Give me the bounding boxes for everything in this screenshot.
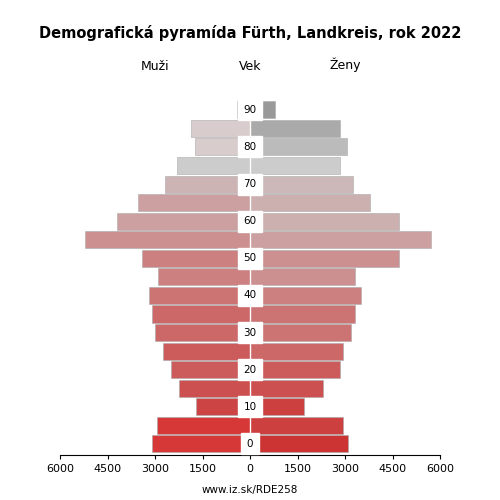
Text: 80: 80: [244, 142, 256, 152]
Bar: [117, 212, 250, 230]
Bar: [152, 436, 250, 452]
Bar: [250, 398, 304, 415]
Bar: [138, 194, 250, 211]
Bar: [163, 342, 250, 359]
Bar: [250, 306, 354, 322]
Bar: [250, 268, 354, 285]
Bar: [164, 176, 250, 192]
Bar: [177, 157, 250, 174]
Bar: [155, 324, 250, 341]
Text: www.iz.sk/RDE258: www.iz.sk/RDE258: [202, 485, 298, 495]
Text: 20: 20: [244, 364, 256, 374]
Text: 90: 90: [244, 105, 256, 115]
Bar: [148, 287, 250, 304]
Bar: [250, 231, 430, 248]
Bar: [236, 102, 250, 118]
Bar: [250, 417, 344, 434]
Text: 60: 60: [244, 216, 256, 226]
Text: Demografická pyramída Fürth, Landkreis, rok 2022: Demografická pyramída Fürth, Landkreis, …: [39, 25, 461, 41]
Bar: [250, 102, 276, 118]
Bar: [152, 306, 250, 322]
Text: 10: 10: [244, 402, 256, 412]
Text: Vek: Vek: [239, 60, 261, 72]
Bar: [250, 361, 340, 378]
Bar: [250, 120, 340, 137]
Bar: [250, 436, 348, 452]
Bar: [171, 361, 250, 378]
Text: Ženy: Ženy: [329, 58, 361, 72]
Bar: [250, 176, 353, 192]
Bar: [158, 268, 250, 285]
Bar: [250, 250, 399, 267]
Bar: [250, 342, 344, 359]
Bar: [250, 157, 340, 174]
Text: 50: 50: [244, 254, 256, 264]
Bar: [192, 120, 250, 137]
Text: 40: 40: [244, 290, 256, 300]
Text: 0: 0: [247, 439, 254, 449]
Text: 70: 70: [244, 179, 256, 189]
Bar: [250, 380, 323, 396]
Bar: [250, 287, 361, 304]
Bar: [250, 138, 346, 156]
Text: 30: 30: [244, 328, 256, 338]
Bar: [196, 398, 250, 415]
Bar: [250, 324, 352, 341]
Bar: [250, 194, 370, 211]
Bar: [194, 138, 250, 156]
Bar: [86, 231, 250, 248]
Bar: [156, 417, 250, 434]
Bar: [142, 250, 250, 267]
Bar: [250, 212, 399, 230]
Bar: [179, 380, 250, 396]
Text: Muži: Muži: [140, 60, 170, 72]
